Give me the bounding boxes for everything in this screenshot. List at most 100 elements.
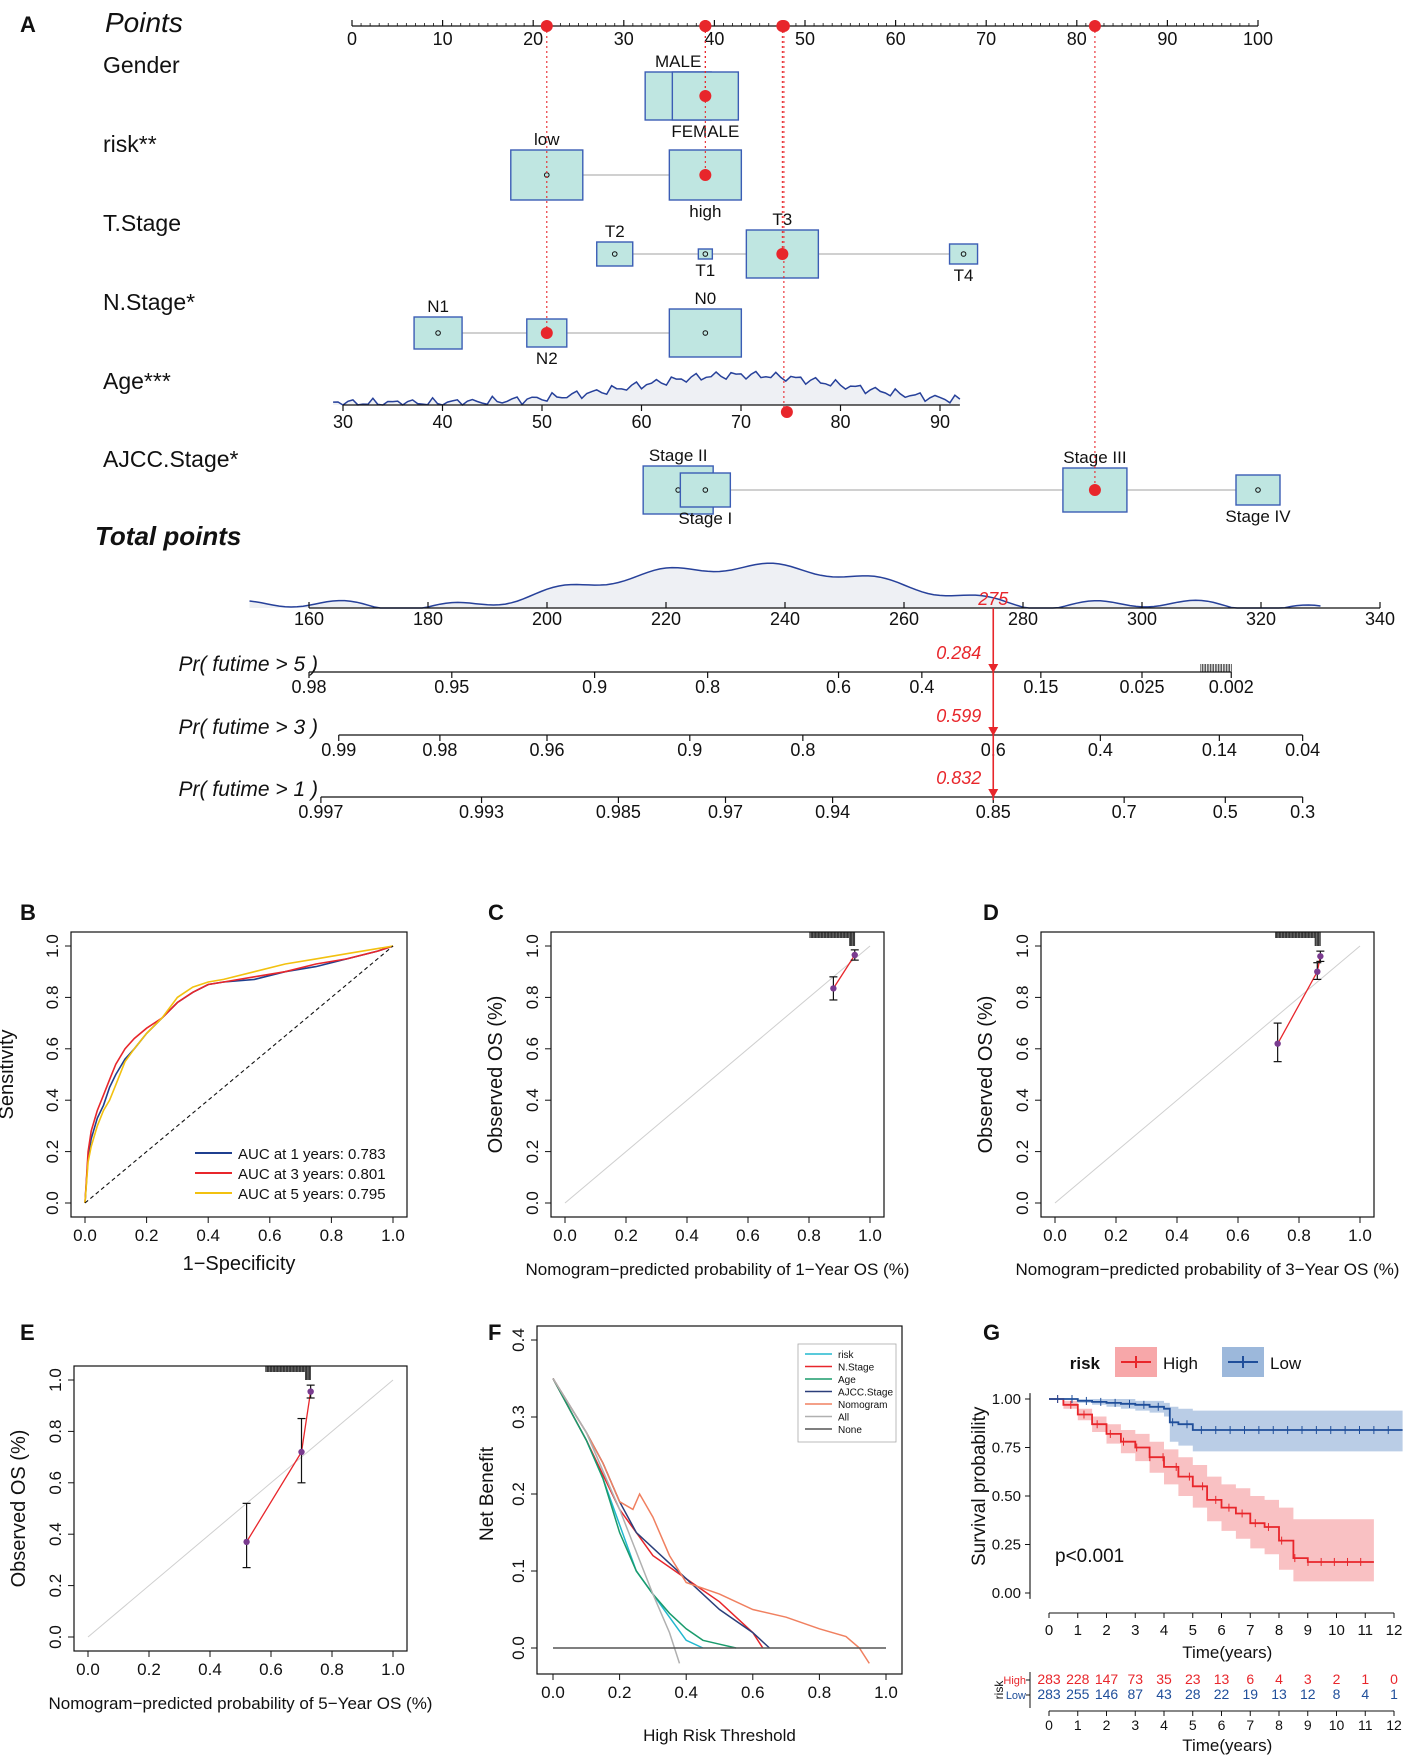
km-survival-curve bbox=[1049, 1398, 1403, 1431]
km-x-tick-label: 9 bbox=[1304, 1622, 1312, 1639]
cal3-point bbox=[1317, 953, 1324, 960]
probability-tick-label: 0.025 bbox=[1119, 677, 1164, 697]
panel-label-B: B bbox=[20, 900, 36, 925]
risk-table-row-label: Low bbox=[1006, 1690, 1026, 1702]
dca-xlabel: High Risk Threshold bbox=[643, 1726, 796, 1745]
risk-table-x-tick-label: 11 bbox=[1358, 1717, 1373, 1733]
roc-x-tick-label: 0.0 bbox=[73, 1226, 97, 1245]
level-center-dot bbox=[702, 330, 709, 336]
level-box bbox=[413, 316, 463, 350]
risk-table-x-tick-label: 5 bbox=[1189, 1717, 1197, 1733]
total-tick-label: 180 bbox=[413, 609, 443, 629]
cal5-point bbox=[243, 1538, 250, 1546]
risk-table-value: 22 bbox=[1214, 1686, 1230, 1702]
cal1-ideal-line bbox=[564, 945, 871, 1204]
level-center-dot bbox=[1255, 487, 1261, 493]
cal1-y-tick-label: 0.2 bbox=[523, 1140, 542, 1164]
age-tick-label: 90 bbox=[930, 412, 950, 432]
total-tick-label: 200 bbox=[532, 609, 562, 629]
cal5-x-tick-label: 1.0 bbox=[381, 1660, 405, 1679]
cal3-x-tick-label: 0.8 bbox=[1287, 1226, 1311, 1245]
dca-legend-label: Nomogram bbox=[838, 1400, 887, 1411]
km-y-tick-label: 0.25 bbox=[992, 1537, 1021, 1554]
probability-tick-label: 0.97 bbox=[708, 802, 743, 822]
km-y-tick-label: 0.00 bbox=[992, 1585, 1021, 1602]
probability-tick-label: 0.9 bbox=[677, 740, 702, 760]
roc-x-tick-label: 0.2 bbox=[135, 1226, 159, 1245]
km-x-tick-label: 10 bbox=[1328, 1622, 1345, 1639]
total-tick-label: 280 bbox=[1008, 609, 1038, 629]
points-tick-label: 90 bbox=[1157, 29, 1177, 49]
km-x-tick-label: 6 bbox=[1217, 1622, 1225, 1639]
risk-table-value: 1 bbox=[1361, 1671, 1369, 1687]
risk-table-value: 13 bbox=[1214, 1671, 1230, 1687]
cal3-y-tick-label: 0.2 bbox=[1013, 1140, 1032, 1164]
cal5-y-tick-label: 1.0 bbox=[46, 1368, 65, 1392]
risk-table-value: 6 bbox=[1246, 1671, 1254, 1687]
risk-table-value: 12 bbox=[1300, 1686, 1316, 1702]
age-tick-label: 30 bbox=[333, 412, 353, 432]
risk-table-value: 1 bbox=[1390, 1686, 1398, 1702]
cal3-frame bbox=[1040, 931, 1375, 1218]
cal5-y-tick-label: 0.6 bbox=[46, 1471, 65, 1495]
total-tick-label: 260 bbox=[889, 609, 919, 629]
km-y-tick-label: 0.50 bbox=[992, 1488, 1021, 1505]
km-x-tick-label: 3 bbox=[1131, 1622, 1139, 1639]
probability-tick-label: 0.96 bbox=[529, 740, 564, 760]
cal3-xlabel: Nomogram−predicted probability of 3−Year… bbox=[1016, 1260, 1400, 1279]
km-x-tick-label: 0 bbox=[1045, 1622, 1053, 1639]
cal5-y-tick-label: 0.0 bbox=[46, 1625, 65, 1649]
points-tick-label: 40 bbox=[704, 29, 724, 49]
km-survival-curve bbox=[1049, 1398, 1374, 1563]
selected-level-dot bbox=[540, 327, 553, 339]
level-label: T4 bbox=[954, 266, 974, 285]
km-ylabel: Survival probability bbox=[969, 1406, 990, 1566]
risk-table-value: 2 bbox=[1333, 1671, 1341, 1687]
probability-label: Pr( futime > 1 ) bbox=[179, 778, 318, 801]
risk-table-value: 28 bbox=[1185, 1686, 1201, 1702]
risk-table-value: 0 bbox=[1390, 1671, 1398, 1687]
dca-legend-box bbox=[797, 1343, 897, 1443]
level-box bbox=[679, 472, 732, 508]
points-tick-label: 10 bbox=[433, 29, 453, 49]
level-box bbox=[948, 243, 979, 265]
total-tick-label: 220 bbox=[651, 609, 681, 629]
level-label: N1 bbox=[427, 297, 449, 316]
roc-y-tick-label: 0.8 bbox=[43, 986, 62, 1010]
total-tick-label: 160 bbox=[294, 609, 324, 629]
risk-table-value: 13 bbox=[1271, 1686, 1287, 1702]
variable-label: AJCC.Stage* bbox=[103, 446, 239, 472]
cal1-x-tick-label: 0.8 bbox=[797, 1226, 821, 1245]
panel-label-D: D bbox=[983, 900, 999, 925]
dca-frame bbox=[536, 1325, 903, 1675]
km-x-tick-label: 2 bbox=[1102, 1622, 1110, 1639]
level-label: T3 bbox=[772, 210, 792, 229]
probability-tick-label: 0.14 bbox=[1202, 740, 1237, 760]
dca-y-tick-label: 0.4 bbox=[509, 1328, 528, 1352]
km-legend-title: risk bbox=[1070, 1354, 1101, 1373]
age-density-curve bbox=[333, 370, 961, 407]
risk-table-value: 23 bbox=[1185, 1671, 1201, 1687]
probability-label: Pr( futime > 5 ) bbox=[179, 653, 318, 676]
risk-table-x-tick-label: 8 bbox=[1275, 1717, 1283, 1733]
cal5-xlabel: Nomogram−predicted probability of 5−Year… bbox=[49, 1694, 433, 1713]
dca-legend-label: AJCC.Stage bbox=[838, 1388, 893, 1399]
cal3-ideal-line bbox=[1054, 945, 1361, 1204]
dca-ylabel: Net Benefit bbox=[477, 1446, 498, 1541]
probability-tick-label: 0.85 bbox=[976, 802, 1011, 822]
total-tick-label: 300 bbox=[1127, 609, 1157, 629]
roc-legend-label: AUC at 3 years: 0.801 bbox=[238, 1166, 386, 1183]
dca-x-tick-label: 0.0 bbox=[541, 1683, 565, 1702]
cal3-y-tick-label: 1.0 bbox=[1013, 934, 1032, 958]
level-box bbox=[668, 308, 743, 358]
roc-y-tick-label: 0.2 bbox=[43, 1140, 62, 1164]
points-tick-label: 30 bbox=[614, 29, 634, 49]
risk-table-x-tick-label: 10 bbox=[1329, 1717, 1345, 1733]
km-x-tick-label: 8 bbox=[1275, 1622, 1283, 1639]
panel-label-C: C bbox=[488, 900, 504, 925]
level-box bbox=[697, 248, 714, 260]
roc-x-tick-label: 1.0 bbox=[381, 1226, 405, 1245]
probability-tick-label: 0.8 bbox=[695, 677, 720, 697]
risk-table-value: 87 bbox=[1127, 1686, 1143, 1702]
